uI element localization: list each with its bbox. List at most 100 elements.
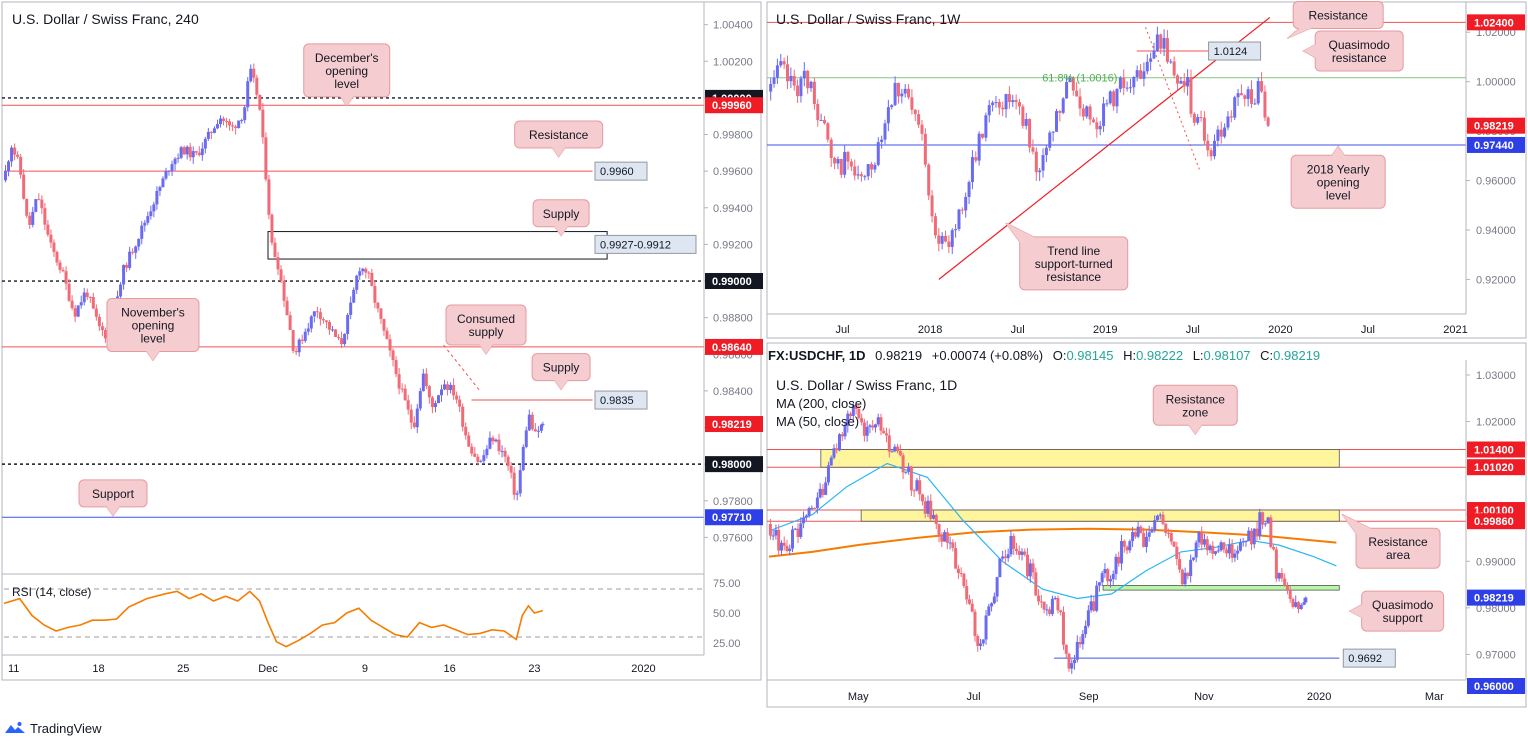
candle	[788, 544, 792, 556]
candle	[774, 524, 778, 540]
candle	[1258, 508, 1262, 540]
candle-body	[94, 308, 98, 317]
candle-body	[1065, 82, 1069, 99]
candle	[297, 338, 301, 357]
candle	[1128, 78, 1132, 94]
candle	[1252, 528, 1256, 549]
h4-chart-panel[interactable]: 0.99600.9927-0.99120.9835December'sopeni…	[1, 1, 763, 681]
candle	[1003, 549, 1007, 565]
candle-body	[164, 171, 168, 179]
candle	[1244, 540, 1248, 547]
candle-body	[131, 251, 135, 253]
callout-text: supply	[469, 325, 504, 339]
candle	[70, 295, 74, 311]
candle	[1155, 26, 1159, 52]
candle-body	[994, 102, 998, 104]
candle-body	[255, 77, 259, 95]
candle	[1175, 541, 1179, 566]
candle	[967, 180, 971, 205]
price-level-label-text: 0.97440	[1474, 140, 1514, 152]
candle-body	[956, 568, 960, 574]
y-tick-label: 0.98000	[1476, 603, 1516, 615]
candle-body	[979, 643, 983, 646]
candle	[228, 118, 232, 131]
candle-body	[385, 330, 389, 340]
candle	[843, 421, 847, 440]
candle	[458, 395, 462, 413]
candle-body	[1028, 563, 1032, 577]
candle	[155, 186, 159, 210]
candle	[324, 320, 328, 329]
x-tick-label: May	[848, 691, 869, 703]
candle	[1194, 540, 1198, 563]
callout-text: area	[1386, 548, 1410, 562]
candle-body	[225, 121, 229, 123]
candle	[252, 63, 256, 83]
candle-body	[923, 133, 927, 165]
candle	[806, 69, 810, 94]
candle	[913, 109, 917, 122]
candle-body	[1026, 554, 1030, 577]
candle	[343, 333, 347, 347]
callout-bg	[1355, 527, 1441, 569]
candle	[1088, 104, 1092, 126]
callout-text: support	[1383, 611, 1424, 625]
candle	[1117, 551, 1121, 567]
candle	[167, 170, 171, 176]
candle-body	[1142, 71, 1146, 79]
fib-label: 61.8% (1.0016)	[1042, 73, 1117, 85]
value-label: 0.9692	[1342, 648, 1396, 668]
candle	[822, 115, 826, 125]
candle	[400, 383, 404, 393]
candle	[394, 356, 398, 378]
candle	[981, 639, 985, 647]
value-label-text: 0.9835	[600, 395, 634, 407]
candle	[1006, 548, 1010, 562]
tradingview-logo[interactable]: TradingView	[4, 718, 102, 738]
candle	[779, 540, 783, 556]
candle	[461, 403, 465, 432]
candle-body	[1167, 532, 1171, 534]
candle-body	[1294, 602, 1298, 607]
candle-body	[1236, 93, 1240, 98]
candle	[870, 161, 874, 178]
candle	[883, 119, 887, 145]
candle	[1169, 58, 1173, 64]
candle-body	[995, 577, 999, 597]
candle	[25, 198, 29, 218]
candle-body	[1244, 540, 1248, 542]
candle	[1182, 72, 1186, 93]
candle-body	[31, 211, 35, 225]
candle	[951, 539, 955, 552]
candle-body	[1051, 131, 1055, 133]
candle-body	[1144, 536, 1148, 547]
x-tick-label: 2020	[631, 663, 655, 675]
candle-body	[315, 311, 319, 313]
candle-body	[981, 639, 985, 644]
candle-body	[1111, 573, 1115, 580]
candle-body	[1202, 117, 1206, 141]
candle-body	[152, 204, 156, 212]
candle	[1179, 76, 1183, 85]
h4-callout: Support	[78, 479, 148, 517]
weekly-chart-panel[interactable]: 61.8% (1.0016)1.0124ResistanceQuasimodor…	[766, 0, 1527, 339]
candle-body	[1269, 517, 1273, 548]
candle	[1042, 601, 1046, 614]
candle	[91, 292, 95, 310]
candle	[821, 483, 825, 498]
candle-body	[533, 429, 537, 432]
candle	[1073, 654, 1077, 670]
callout-pointer-fill	[1005, 222, 1036, 245]
value-label-text: 0.9960	[600, 166, 634, 178]
candle	[979, 638, 983, 650]
candle-body	[1056, 598, 1060, 611]
daily-chart-panel[interactable]: 0.9692ResistancezoneResistanceareaQuasim…	[766, 342, 1527, 708]
candle	[1164, 523, 1168, 537]
candle	[832, 444, 836, 460]
candle	[306, 322, 310, 336]
candle-body	[327, 321, 331, 330]
candle-body	[1227, 544, 1231, 554]
candle-body	[421, 373, 425, 392]
candle-body	[876, 417, 880, 425]
candle	[909, 465, 913, 497]
